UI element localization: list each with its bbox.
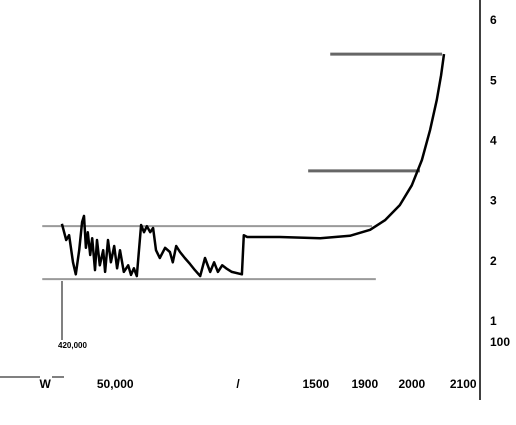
y-tick-label: 4 (490, 134, 497, 148)
x-tick-label: 2000 (398, 377, 425, 391)
x-tick-label: 1900 (351, 377, 378, 391)
x-tick-label: 2100 (450, 377, 477, 391)
x-tick-label: 50,000 (97, 377, 134, 391)
y-tick-label: 1 (490, 314, 497, 328)
y-tick-label: 2 (490, 254, 497, 268)
y-tick-label: 5 (490, 73, 497, 87)
x-tick-label: / (236, 377, 240, 391)
x-tick-label: W (39, 377, 51, 391)
y-tick-label: 3 (490, 194, 497, 208)
annotation: 100 (490, 335, 510, 349)
x-tick-label: 1500 (302, 377, 329, 391)
series-line (60, 53, 446, 278)
y-tick-label: 6 (490, 13, 497, 27)
annotation: 420,000 (58, 341, 87, 350)
